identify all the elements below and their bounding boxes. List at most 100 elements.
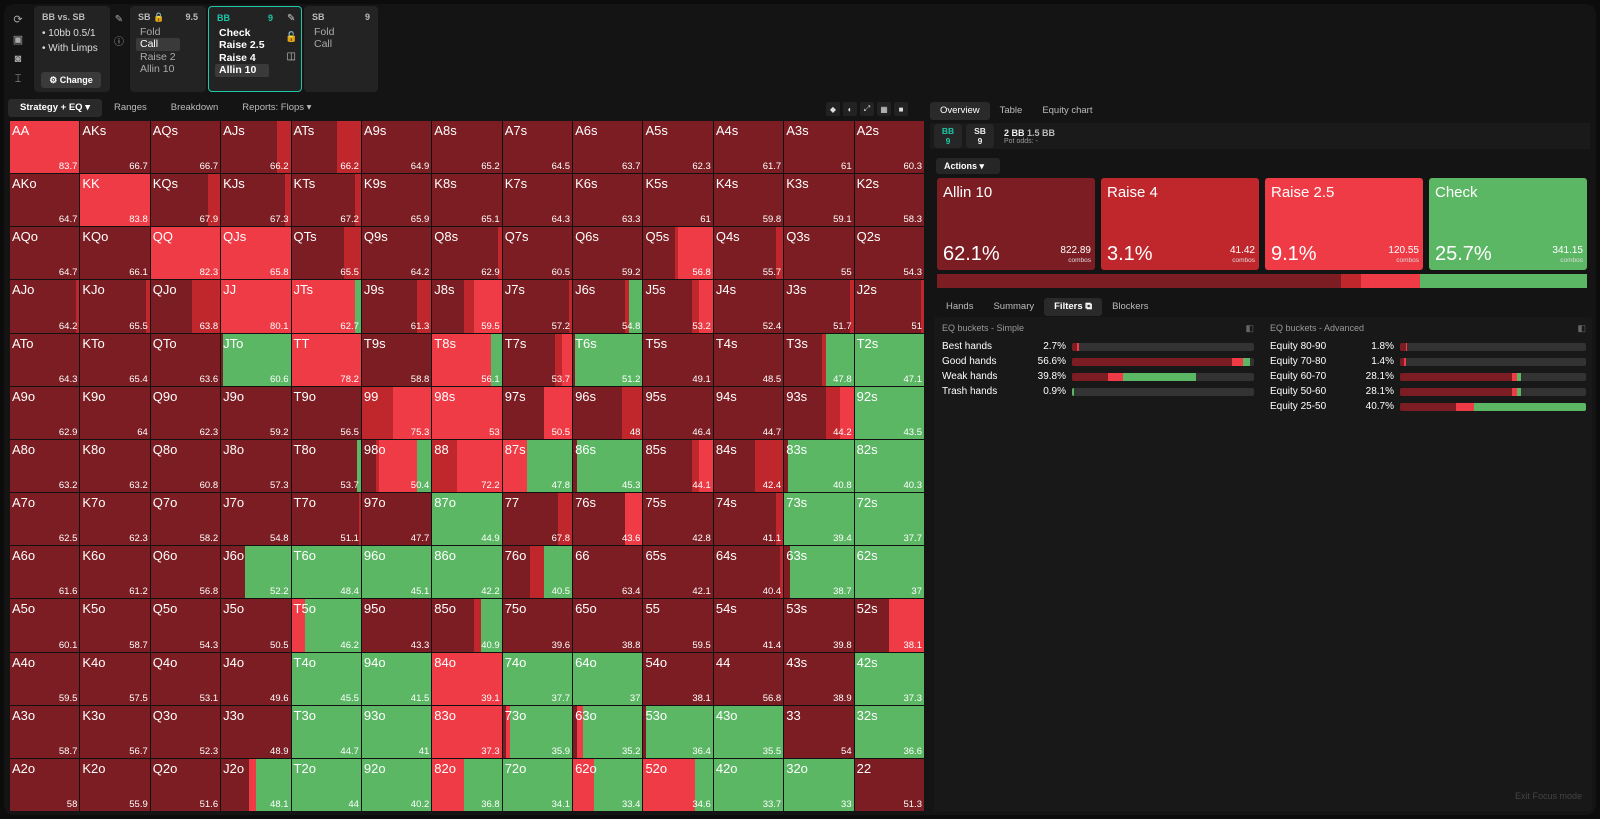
node-action-item[interactable]: Fold	[314, 26, 335, 38]
hand-cell[interactable]: 73s 39.4	[784, 493, 854, 546]
save-icon[interactable]: ▣	[12, 33, 24, 46]
hand-cell[interactable]: 77 67.8	[502, 493, 573, 546]
hand-cell[interactable]: K7o 62.3	[80, 493, 150, 546]
hand-cell[interactable]: A8o 63.2	[10, 439, 80, 493]
hand-cell[interactable]: JJ 80.1	[221, 280, 291, 333]
hand-cell[interactable]: T8s 56.1	[432, 333, 502, 386]
hand-cell[interactable]: KJs 67.3	[221, 174, 291, 227]
hand-cell[interactable]: QQ 82.3	[150, 227, 221, 280]
hand-cell[interactable]: T9s 58.8	[361, 333, 432, 386]
action-box[interactable]: Check 25.7% 341.15 combos	[1429, 178, 1587, 270]
pencil-icon[interactable]: ✎	[114, 14, 124, 25]
bucket-row[interactable]: Equity 50-60 28.1%	[1270, 384, 1586, 399]
hand-cell[interactable]: 98s 53	[432, 386, 502, 439]
node-action-item[interactable]: Raise 2.5	[219, 39, 265, 52]
hand-cell[interactable]: T3s 47.8	[784, 333, 854, 386]
tab-overview[interactable]: Overview	[930, 102, 990, 120]
hand-cell[interactable]: T9o 56.5	[291, 386, 361, 439]
hand-cell[interactable]: 84s 42.4	[713, 439, 784, 493]
hand-cell[interactable]: J2s 51	[854, 280, 924, 333]
hand-cell[interactable]: 75s 42.8	[643, 493, 713, 546]
node-action-item[interactable]: Allin 10	[215, 64, 269, 77]
hand-cell[interactable]: TT 78.2	[291, 333, 361, 386]
hand-cell[interactable]: 85s 44.1	[643, 439, 713, 493]
hand-cell[interactable]: JTs 62.7	[291, 280, 361, 333]
hand-cell[interactable]: 32o 33	[784, 758, 854, 811]
hand-cell[interactable]: T7s 53.7	[502, 333, 573, 386]
hand-cell[interactable]: AA 83.7	[10, 121, 80, 174]
hand-cell[interactable]: K5s 61	[643, 174, 713, 227]
hand-cell[interactable]: 22 51.3	[854, 758, 924, 811]
tab-summary[interactable]: Summary	[993, 301, 1035, 312]
hand-cell[interactable]: 93o 41	[361, 705, 432, 758]
hand-cell[interactable]: J8o 57.3	[221, 439, 291, 493]
hand-cell[interactable]: 64o 37	[573, 652, 643, 705]
hand-cell[interactable]: 84o 39.1	[432, 652, 502, 705]
hand-cell[interactable]: 97o 47.7	[361, 493, 432, 546]
hand-cell[interactable]: 62o 33.4	[573, 758, 643, 811]
hand-cell[interactable]: J2o 48.1	[221, 758, 291, 811]
hand-cell[interactable]: Q7o 58.2	[150, 493, 221, 546]
hand-cell[interactable]: 52o 34.6	[643, 758, 713, 811]
compare-icon[interactable]: ◫	[286, 51, 296, 62]
player-chip-sb[interactable]: SB 9	[966, 124, 994, 148]
hand-cell[interactable]: KK 83.8	[80, 174, 150, 227]
hand-cell[interactable]: T5s 49.1	[643, 333, 713, 386]
node-card-sb-2[interactable]: SB 9 Fold Call	[304, 6, 378, 92]
hand-cell[interactable]: 83o 37.3	[432, 705, 502, 758]
hand-cell[interactable]: T4o 45.5	[291, 652, 361, 705]
hand-cell[interactable]: A4o 59.5	[10, 652, 80, 705]
hand-cell[interactable]: T5o 46.2	[291, 599, 361, 652]
hand-cell[interactable]: KQs 67.9	[150, 174, 221, 227]
hand-cell[interactable]: Q9o 62.3	[150, 386, 221, 439]
hand-cell[interactable]: AKs 66.7	[80, 121, 150, 174]
hand-cell[interactable]: Q6s 59.2	[573, 227, 643, 280]
player-chip-bb[interactable]: BB 9	[934, 124, 962, 148]
hand-cell[interactable]: J3o 48.9	[221, 705, 291, 758]
square-icon[interactable]: ■	[894, 102, 908, 116]
grid-icon[interactable]: ▦	[877, 102, 891, 116]
cube-icon[interactable]: ◆	[826, 102, 840, 116]
hand-cell[interactable]: 87o 44.9	[432, 493, 502, 546]
hand-cell[interactable]: A8s 65.2	[432, 121, 502, 174]
collapse-icon[interactable]: ◧	[1577, 323, 1586, 333]
hand-cell[interactable]: Q8o 60.8	[150, 439, 221, 493]
hand-cell[interactable]: QTo 63.6	[150, 333, 221, 386]
bucket-row[interactable]: Weak hands 39.8%	[942, 369, 1254, 384]
hand-cell[interactable]: K2s 58.3	[854, 174, 924, 227]
bucket-row[interactable]: Equity 60-70 28.1%	[1270, 369, 1586, 384]
hand-cell[interactable]: A5s 62.3	[643, 121, 713, 174]
bucket-row[interactable]: Equity 25-50 40.7%	[1270, 399, 1586, 414]
node-action-item[interactable]: Raise 2	[140, 50, 176, 63]
hand-cell[interactable]: J5s 53.2	[643, 280, 713, 333]
hand-cell[interactable]: 95s 46.4	[643, 386, 713, 439]
hand-cell[interactable]: 92s 43.5	[854, 386, 924, 439]
tab-hands[interactable]: Hands	[946, 301, 974, 312]
hand-cell[interactable]: J3s 51.7	[784, 280, 854, 333]
node-action-item[interactable]: Raise 4	[219, 51, 256, 64]
hand-cell[interactable]: Q3s 55	[784, 227, 854, 280]
tab-table[interactable]: Table	[999, 105, 1023, 116]
hand-cell[interactable]: Q5o 54.3	[150, 599, 221, 652]
hand-cell[interactable]: 94s 44.7	[713, 386, 784, 439]
hand-cell[interactable]: K8s 65.1	[432, 174, 502, 227]
hand-cell[interactable]: A6s 63.7	[573, 121, 643, 174]
node-card-bb[interactable]: BB 9 Check Raise 2.5 Raise 4 Allin 10 ✎ 🔓 ◫	[208, 6, 302, 92]
refresh-icon[interactable]: ⟳	[13, 13, 23, 26]
bucket-row[interactable]: Best hands 2.7%	[942, 339, 1254, 354]
hand-cell[interactable]: Q2s 54.3	[854, 227, 924, 280]
hand-cell[interactable]: 86s 45.3	[573, 439, 643, 493]
hand-cell[interactable]: ATs 66.2	[291, 121, 361, 174]
hand-cell[interactable]: 42o 33.7	[713, 758, 784, 811]
hand-cell[interactable]: K4s 59.8	[713, 174, 784, 227]
hand-cell[interactable]: A7s 64.5	[502, 121, 573, 174]
hand-cell[interactable]: KTs 67.2	[291, 174, 361, 227]
text-cursor-icon[interactable]: ⌶	[14, 72, 22, 85]
hand-cell[interactable]: AJs 66.2	[221, 121, 291, 174]
hand-cell[interactable]: T2s 47.1	[854, 333, 924, 386]
hand-cell[interactable]: Q7s 60.5	[502, 227, 573, 280]
exit-focus-mode-link[interactable]: Exit Focus mode	[1514, 791, 1582, 801]
hand-cell[interactable]: 94o 41.5	[361, 652, 432, 705]
tab-strategy-eq[interactable]: Strategy + EQ ▾	[8, 99, 102, 117]
hand-cell[interactable]: 74s 41.1	[713, 493, 784, 546]
